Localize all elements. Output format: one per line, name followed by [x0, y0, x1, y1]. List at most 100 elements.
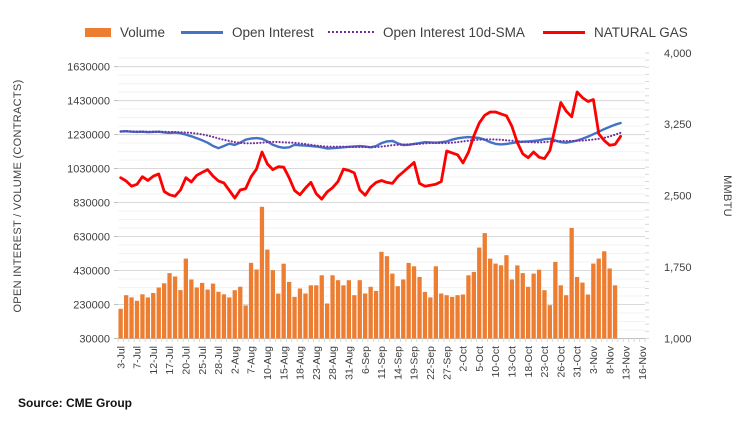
svg-text:31-Aug: 31-Aug	[344, 346, 356, 380]
volume-bar	[585, 294, 591, 339]
svg-text:1430000: 1430000	[67, 95, 110, 107]
volume-bar	[526, 286, 531, 339]
volume-bar	[265, 249, 270, 339]
legend-label: NATURAL GAS	[594, 24, 688, 40]
volume-bar	[455, 295, 460, 339]
volume-bar	[444, 295, 449, 339]
volume-bar	[352, 295, 357, 339]
volume-bar	[140, 294, 145, 339]
svg-text:1,750: 1,750	[664, 262, 692, 274]
svg-text:3-Nov: 3-Nov	[588, 345, 600, 374]
open-interest-sma-line	[119, 130, 622, 149]
volume-bar	[330, 275, 335, 339]
volume-bar	[574, 277, 580, 339]
legend-item-volume: Volume	[85, 22, 165, 42]
volume-bar	[118, 308, 123, 339]
svg-text:230000: 230000	[73, 299, 110, 311]
volume-bar	[558, 285, 563, 339]
svg-text:19-Sep: 19-Sep	[409, 346, 421, 380]
volume-bar	[145, 297, 150, 339]
svg-text:15-Aug: 15-Aug	[278, 346, 290, 380]
x-axis-tick-labels: 3-Jul 7-Jul 12-Jul 17-Jul 20-Jul 25-Jul 28-Jul…	[115, 345, 649, 380]
volume-bar	[276, 293, 281, 339]
svg-text:10-Oct: 10-Oct	[490, 346, 502, 378]
left-axis-tick-labels: 1630000 1430000 1230000 1030000 830000 630000…	[67, 61, 118, 345]
volume-bar	[411, 266, 417, 339]
svg-text:18-Oct: 18-Oct	[523, 346, 535, 378]
volume-bar	[227, 297, 232, 339]
volume-bar	[303, 293, 308, 339]
volume-bar	[596, 258, 601, 339]
volume-bar	[248, 262, 254, 339]
volume-bars	[118, 206, 618, 339]
volume-bar	[580, 282, 585, 339]
volume-bar	[395, 286, 400, 339]
volume-bar	[471, 271, 476, 339]
volume-bar	[460, 294, 466, 339]
line-swatch-icon	[181, 30, 223, 34]
volume-bar	[433, 266, 438, 339]
volume-bar	[422, 291, 428, 339]
svg-text:27-Sep: 27-Sep	[441, 346, 453, 380]
thick-line-swatch-icon	[543, 30, 585, 34]
volume-bar	[254, 269, 259, 339]
volume-bar	[542, 290, 547, 339]
volume-bar	[428, 297, 433, 339]
svg-text:23-Oct: 23-Oct	[539, 346, 551, 378]
svg-text:5-Oct: 5-Oct	[474, 346, 486, 372]
volume-bar	[297, 288, 303, 339]
volume-bar	[178, 290, 183, 339]
volume-bar	[216, 291, 221, 339]
svg-text:31-Oct: 31-Oct	[572, 346, 584, 378]
svg-text:17-Jul: 17-Jul	[164, 346, 176, 375]
svg-text:6-Sep: 6-Sep	[360, 346, 372, 374]
svg-text:1630000: 1630000	[67, 61, 110, 73]
svg-text:13-Oct: 13-Oct	[506, 346, 518, 378]
legend-label: Open Interest	[232, 24, 314, 40]
volume-bar	[259, 206, 265, 339]
volume-bar	[406, 262, 411, 339]
legend: Volume Open Interest Open Interest 10d-S…	[0, 22, 750, 42]
source-note: Source: CME Group	[18, 396, 133, 410]
svg-text:830000: 830000	[73, 197, 110, 209]
open-interest-line	[119, 121, 622, 150]
volume-bar	[194, 287, 199, 339]
svg-text:23-Aug: 23-Aug	[311, 346, 323, 380]
volume-bar	[612, 285, 618, 339]
volume-bar	[390, 273, 395, 339]
left-axis-title: OPEN INTEREST / VOLUME (CONTRACTS)	[12, 79, 24, 313]
volume-bar	[482, 233, 487, 339]
legend-label: Open Interest 10d-SMA	[383, 24, 525, 40]
volume-bar	[553, 261, 558, 339]
svg-text:11-Sep: 11-Sep	[376, 346, 388, 379]
svg-text:28-Aug: 28-Aug	[327, 346, 339, 380]
volume-bar	[172, 276, 178, 339]
volume-bar	[504, 255, 509, 339]
volume-bar	[287, 281, 292, 339]
volume-bar	[498, 265, 504, 339]
volume-bar	[243, 305, 248, 339]
volume-bar	[417, 277, 422, 339]
volume-bar	[308, 285, 313, 339]
volume-bar	[547, 305, 552, 339]
volume-bar	[129, 297, 134, 339]
volume-bar	[591, 263, 596, 339]
volume-bar	[167, 273, 172, 339]
svg-text:2-Oct: 2-Oct	[458, 346, 470, 372]
svg-text:25-Jul: 25-Jul	[197, 346, 209, 375]
volume-bar	[466, 275, 471, 339]
volume-bar	[509, 279, 514, 339]
svg-text:30000: 30000	[79, 333, 110, 345]
volume-bar	[536, 269, 542, 339]
volume-bar	[439, 293, 444, 339]
x-axis-ticks	[117, 338, 646, 342]
volume-bar	[319, 275, 324, 339]
volume-bar	[607, 268, 612, 339]
volume-bar	[488, 258, 493, 339]
svg-text:12-Jul: 12-Jul	[148, 346, 160, 375]
svg-text:22-Sep: 22-Sep	[425, 346, 437, 380]
volume-bar	[205, 289, 210, 339]
svg-text:14-Sep: 14-Sep	[392, 346, 404, 380]
